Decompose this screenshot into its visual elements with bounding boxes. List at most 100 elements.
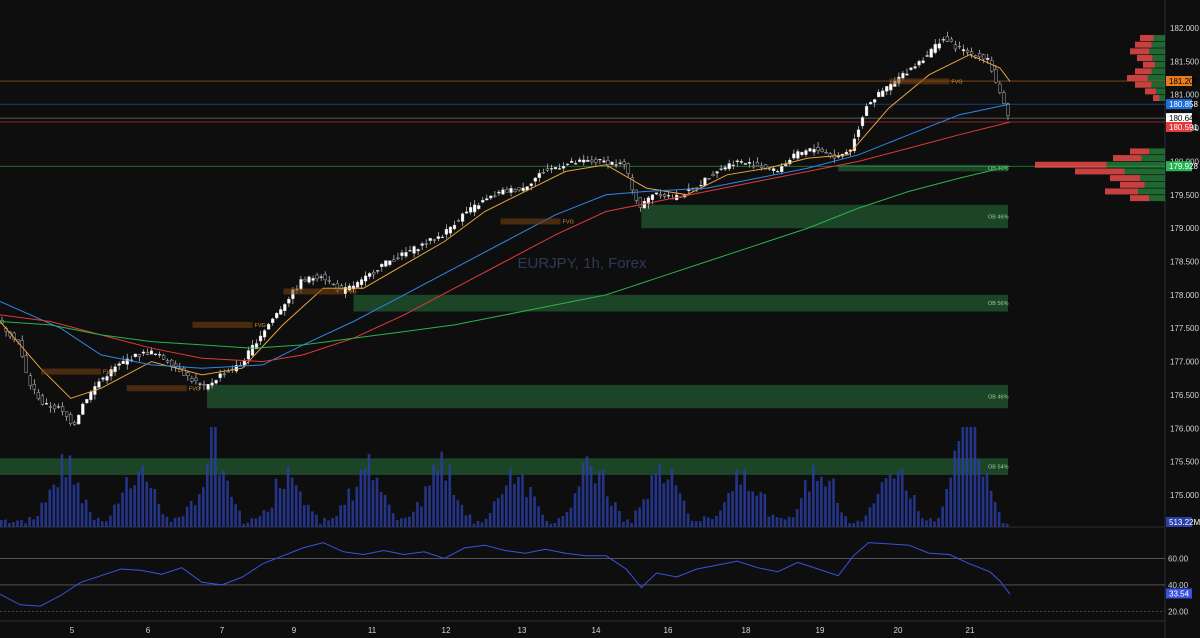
volume-bar — [113, 504, 116, 527]
candle-body — [751, 165, 756, 168]
candle-body — [800, 151, 804, 156]
candle-body — [206, 384, 210, 390]
candle-body — [650, 194, 655, 200]
candle-body — [723, 167, 727, 170]
candle-body — [978, 53, 982, 58]
volume-bar — [646, 499, 649, 527]
price-tag — [1166, 161, 1192, 172]
candle-body — [578, 159, 582, 162]
candle-body — [359, 279, 364, 286]
volume-bar — [674, 485, 678, 527]
volume-bar — [868, 507, 872, 527]
volume-bar — [408, 516, 411, 527]
candle-body — [210, 382, 214, 386]
volume-bar — [852, 523, 856, 527]
volume-bar — [387, 504, 391, 527]
volume-bar — [274, 478, 278, 527]
candle-body — [485, 198, 489, 201]
candle-body — [594, 159, 598, 163]
profile-bar-sell — [1137, 55, 1153, 62]
candle-body — [448, 226, 453, 234]
volume-bar — [375, 477, 379, 527]
volume-bar — [92, 519, 96, 527]
volume-bar — [468, 514, 472, 527]
volume-bar — [476, 520, 480, 527]
fvg-zone — [192, 321, 253, 328]
candle-body — [319, 276, 323, 278]
candle-body — [529, 183, 533, 186]
order-block-label: OB 46% — [988, 395, 1009, 401]
volume-bar — [808, 491, 811, 527]
volume-bar — [735, 469, 738, 527]
candle-body — [388, 260, 392, 265]
candle-body — [792, 153, 796, 159]
volume-bar — [533, 496, 536, 527]
volume-bar — [1005, 523, 1009, 527]
candle-body — [970, 51, 974, 55]
volume-bar — [262, 510, 266, 527]
candle-body — [376, 270, 380, 272]
volume-bar — [614, 501, 617, 527]
volume-bar — [189, 501, 193, 527]
volume-bar — [816, 480, 819, 527]
volume-tag — [1166, 517, 1192, 527]
volume-bar — [892, 478, 896, 527]
volume-bar — [399, 518, 403, 527]
fvg-label: FVG — [345, 290, 356, 296]
volume-bar — [206, 463, 209, 527]
candle-body — [852, 138, 857, 151]
volume-bar — [694, 521, 698, 527]
volume-bar — [125, 477, 128, 527]
volume-bar — [557, 518, 561, 527]
volume-bar — [319, 523, 322, 527]
volume-bar — [315, 514, 318, 527]
volume-bar — [133, 485, 136, 527]
candle-body — [521, 187, 525, 191]
candle-body — [283, 304, 287, 311]
volume-bar — [412, 511, 415, 527]
candle-body — [610, 161, 614, 165]
candle-body — [489, 195, 493, 199]
candle-body — [553, 167, 558, 170]
time-tick-label: 14 — [592, 626, 601, 635]
volume-bar — [432, 464, 435, 527]
profile-bar-buy — [1151, 41, 1165, 48]
volume-bar — [909, 498, 912, 527]
candle-body — [174, 363, 178, 368]
price-tick-label: 181.500 — [1170, 57, 1199, 66]
candle-body — [869, 102, 873, 105]
candle-body — [125, 358, 129, 365]
volume-bar — [448, 464, 452, 527]
volume-bar — [606, 496, 609, 527]
volume-bar — [541, 514, 544, 527]
candle-body — [323, 274, 327, 281]
volume-bar — [844, 516, 847, 527]
profile-bar-buy — [1144, 181, 1165, 188]
volume-bar — [743, 468, 746, 527]
candle-body — [582, 159, 586, 163]
profile-bar-buy — [1138, 188, 1165, 195]
volume-bar — [440, 451, 443, 527]
fvg-label: FVG — [951, 79, 962, 85]
candle-body — [166, 360, 170, 363]
candle-body — [452, 224, 457, 230]
candle-body — [982, 54, 986, 60]
candle-body — [820, 149, 824, 153]
candle-body — [994, 69, 998, 83]
profile-bar-buy — [1152, 55, 1165, 62]
volume-bar — [682, 500, 686, 527]
candle-body — [307, 276, 311, 283]
candle-body — [444, 228, 448, 235]
volume-bar — [456, 500, 460, 527]
volume-bar — [347, 488, 351, 527]
candle-body — [618, 162, 622, 164]
candle-body — [570, 160, 574, 163]
volume-bar — [84, 499, 88, 527]
volume-bar — [880, 482, 884, 527]
candle-body — [428, 238, 432, 241]
candle-body — [957, 45, 962, 48]
candle-body — [157, 354, 162, 356]
candle-body — [384, 260, 388, 267]
volume-bar — [719, 510, 722, 527]
